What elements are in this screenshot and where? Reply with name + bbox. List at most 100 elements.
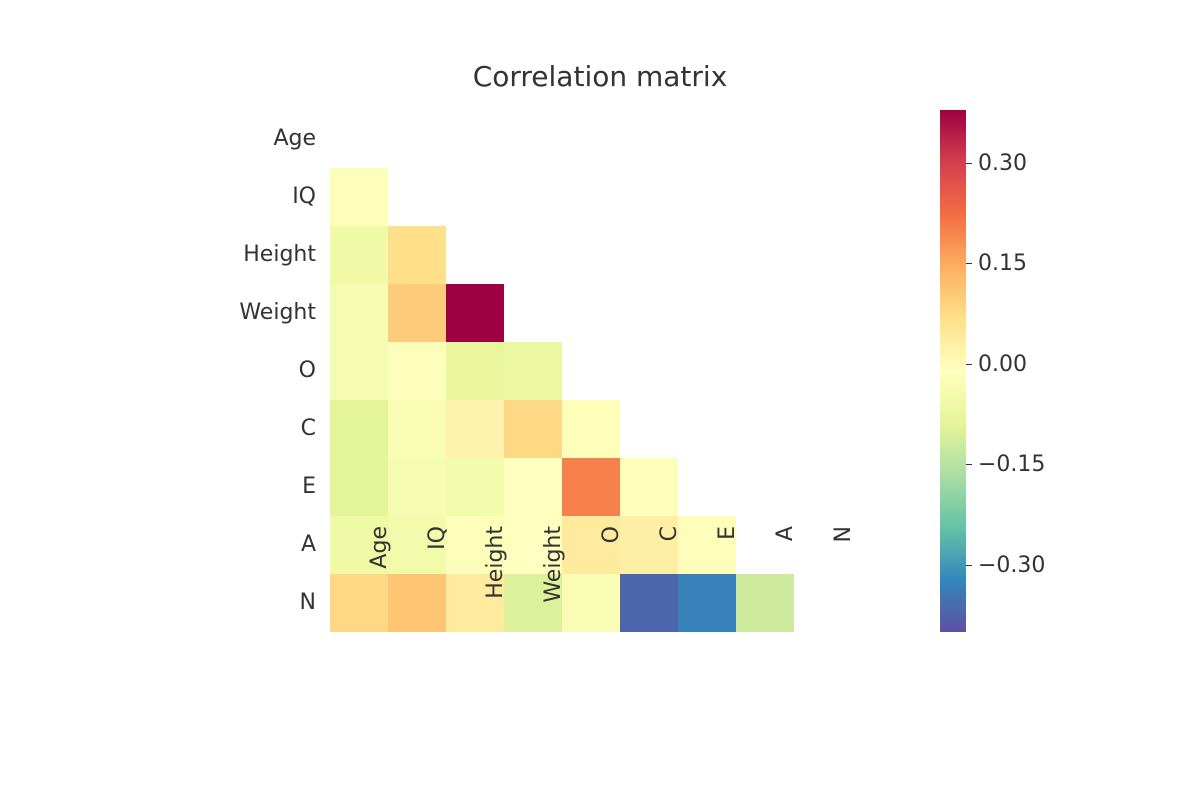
heatmap-cell (446, 284, 504, 342)
y-tick-label: Age (273, 126, 316, 151)
heatmap-cell (620, 342, 678, 400)
heatmap-cell (446, 110, 504, 168)
heatmap-cell (330, 226, 388, 284)
colorbar-tick: 0.30 (966, 150, 1027, 176)
heatmap-cell (330, 110, 388, 168)
colorbar-tick-mark (966, 163, 972, 164)
heatmap-cell (504, 110, 562, 168)
heatmap-cell (736, 226, 794, 284)
heatmap-cell (388, 226, 446, 284)
heatmap-cell (388, 458, 446, 516)
heatmap-cell (678, 226, 736, 284)
x-tick-label: Age (367, 526, 392, 646)
colorbar-tick-mark (966, 263, 972, 264)
heatmap-cell (620, 400, 678, 458)
heatmap-cell (736, 110, 794, 168)
heatmap-cell (446, 458, 504, 516)
heatmap-cell (620, 226, 678, 284)
heatmap-cell (562, 458, 620, 516)
heatmap-cell (736, 400, 794, 458)
heatmap-cell (330, 342, 388, 400)
heatmap-cell (446, 342, 504, 400)
x-tick-label: N (831, 526, 856, 646)
heatmap-cell (388, 400, 446, 458)
heatmap-cell (562, 284, 620, 342)
colorbar-tick-label: 0.30 (978, 151, 1027, 176)
heatmap-cell (620, 168, 678, 226)
colorbar-tick-label: 0.15 (978, 251, 1027, 276)
colorbar-tick-label: 0.00 (978, 352, 1027, 377)
heatmap-cell (504, 226, 562, 284)
heatmap-cell (620, 110, 678, 168)
correlation-matrix-figure: Correlation matrix AgeIQHeightWeightOCEA… (0, 0, 1200, 800)
heatmap-cell (330, 458, 388, 516)
heatmap-cell (330, 284, 388, 342)
x-tick-label: IQ (425, 526, 450, 646)
heatmap-cell (794, 226, 852, 284)
colorbar-tick-label: −0.30 (978, 553, 1045, 578)
heatmap-cell (562, 226, 620, 284)
heatmap-cell (330, 400, 388, 458)
x-tick-label: E (715, 526, 740, 646)
colorbar-tick-mark (966, 364, 972, 365)
heatmap-cell (504, 284, 562, 342)
heatmap-cell (446, 400, 504, 458)
heatmap-cell (504, 168, 562, 226)
x-tick-label: A (773, 526, 798, 646)
heatmap-cell (794, 110, 852, 168)
heatmap-cell (678, 400, 736, 458)
y-tick-label: E (302, 474, 316, 499)
heatmap-cell (794, 400, 852, 458)
x-tick-label: O (599, 526, 624, 646)
colorbar-tick: −0.15 (966, 451, 1045, 477)
heatmap-cell (794, 342, 852, 400)
heatmap-cell (446, 226, 504, 284)
y-tick-label: O (299, 358, 316, 383)
colorbar-tick: 0.15 (966, 251, 1027, 277)
heatmap-cell (736, 284, 794, 342)
heatmap-cell (678, 458, 736, 516)
heatmap-cell (736, 458, 794, 516)
heatmap-cell (794, 458, 852, 516)
heatmap-cell (562, 168, 620, 226)
heatmap-cell (678, 342, 736, 400)
chart-title: Correlation matrix (0, 60, 1200, 93)
heatmap-cell (388, 110, 446, 168)
x-tick-label: Weight (541, 526, 566, 646)
colorbar-tick-mark (966, 464, 972, 465)
heatmap-cell (736, 342, 794, 400)
y-tick-label: A (301, 532, 316, 557)
y-tick-label: C (301, 416, 316, 441)
colorbar-tick: 0.00 (966, 351, 1027, 377)
heatmap-cell (794, 168, 852, 226)
x-tick-label: Height (483, 526, 508, 646)
heatmap-cell (678, 110, 736, 168)
heatmap-cell (446, 168, 504, 226)
heatmap-cell (736, 168, 794, 226)
y-tick-label: Height (243, 242, 316, 267)
heatmap-cell (504, 458, 562, 516)
heatmap-cell (620, 458, 678, 516)
heatmap-cell (388, 342, 446, 400)
heatmap-cell (388, 284, 446, 342)
colorbar-tick-mark (966, 565, 972, 566)
colorbar-gradient (940, 110, 966, 632)
y-tick-label: Weight (239, 300, 316, 325)
heatmap-cell (620, 284, 678, 342)
heatmap-cell (562, 400, 620, 458)
x-tick-label: C (657, 526, 682, 646)
y-tick-label: N (300, 590, 316, 615)
heatmap-cell (678, 168, 736, 226)
y-tick-label: IQ (292, 184, 316, 209)
colorbar-tick: −0.30 (966, 552, 1045, 578)
colorbar-tick-label: −0.15 (978, 452, 1045, 477)
heatmap-cell (562, 110, 620, 168)
heatmap-cell (504, 400, 562, 458)
heatmap-cell (678, 284, 736, 342)
heatmap-cell (330, 168, 388, 226)
heatmap-cell (388, 168, 446, 226)
heatmap-cell (504, 342, 562, 400)
heatmap-cell (562, 342, 620, 400)
heatmap-cell (794, 284, 852, 342)
colorbar: −0.30−0.150.000.150.30 (940, 110, 966, 632)
